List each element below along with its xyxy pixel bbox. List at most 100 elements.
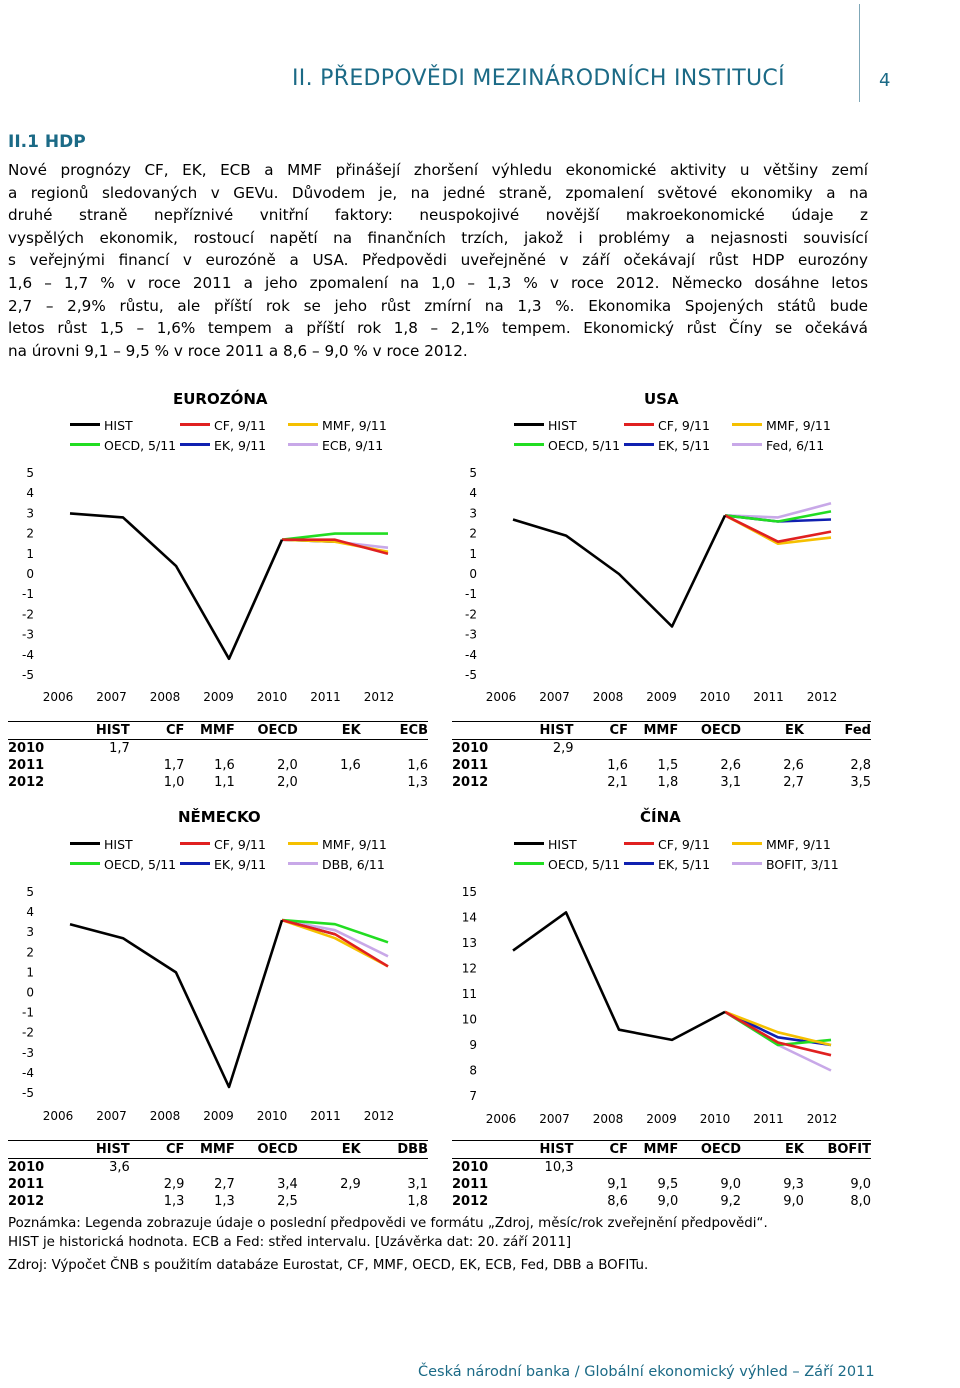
table-cell: 3,6 (109, 1160, 130, 1175)
y-tick-label: 4 (26, 486, 34, 500)
paragraph-line: 1,6 – 1,7 % v roce 2011 a jeho zpomalení… (8, 273, 868, 292)
table-cell (298, 774, 361, 791)
table-cell: 1,1 (214, 775, 235, 790)
table-header-cell: OECD (234, 1140, 298, 1159)
table-cell (574, 1159, 628, 1177)
legend-item: CF, 9/11 (180, 418, 266, 433)
legend-swatch (624, 443, 654, 446)
y-tick-label: 5 (26, 885, 34, 899)
paragraph-line: vyspělých ekonomik, rostoucí napětí na f… (8, 228, 868, 247)
table-header-cell: OECD (234, 721, 298, 740)
legend-item: BOFIT, 3/11 (732, 857, 839, 872)
table-header-cell: Fed (803, 721, 871, 740)
legend-label: HIST (548, 837, 577, 852)
legend-label: MMF, 9/11 (322, 837, 387, 852)
legend-label: ECB, 9/11 (322, 438, 384, 453)
table-header-cell: CF (573, 1140, 628, 1159)
table-cell: 1,0 (163, 775, 185, 790)
x-tick-label: 2011 (310, 690, 341, 704)
legend-swatch (624, 862, 654, 865)
y-tick-label: 8 (469, 1064, 477, 1078)
table-header-cell: CF (129, 1140, 185, 1159)
table-row: 2010 3,6 (8, 1159, 428, 1177)
table-cell (184, 1159, 234, 1177)
table-cell (628, 740, 678, 758)
legend-item: MMF, 9/11 (732, 837, 831, 852)
table-row: 2012 2,1 1,8 3,1 2,7 3,5 (452, 774, 871, 791)
table-cell: 2,0 (277, 775, 298, 790)
x-tick-label: 2006 (486, 690, 517, 704)
series-line-oecd (724, 510, 832, 523)
legend-label: EK, 9/11 (214, 438, 267, 453)
y-tick-label: 14 (462, 911, 477, 925)
y-tick-label: 10 (462, 1013, 477, 1027)
table-row: 2012 1,3 1,3 2,5 1,8 (8, 1193, 428, 1210)
line-chart-0: 5 4 3 2 1 0 -1 -2 -3 -4 -5 2006 2007 2008 2009 2010 2011… (22, 466, 394, 704)
x-tick-label: 2006 (43, 690, 74, 704)
legend-item: OECD, 5/11 (70, 438, 176, 453)
legend-swatch (70, 443, 100, 446)
y-tick-label: -2 (22, 1026, 34, 1040)
table-cell: 2,6 (783, 758, 804, 773)
table-cell (235, 740, 298, 758)
legend-item: EK, 5/11 (624, 438, 710, 453)
series-line-mmf (724, 1010, 832, 1047)
table-header-cell: MMF (627, 1140, 679, 1159)
table-cell: 2011 (452, 1177, 489, 1192)
legend-label: BOFIT, 3/11 (766, 857, 839, 872)
y-tick-label: 7 (469, 1089, 477, 1103)
x-tick-label: 2008 (150, 690, 181, 704)
x-tick-label: 2010 (700, 1112, 731, 1126)
y-tick-label: 2 (26, 527, 34, 541)
y-tick-label: 15 (462, 885, 477, 899)
legend-swatch (514, 443, 544, 446)
table-cell: 2011 (8, 1177, 45, 1192)
table-header-cell: OECD (678, 721, 742, 740)
table-cell: 9,0 (657, 1194, 679, 1209)
legend-item: HIST (514, 837, 577, 852)
legend-label: DBB, 6/11 (322, 857, 385, 872)
table-row: 2012 1,0 1,1 2,0 1,3 (8, 774, 428, 791)
table-cell (804, 740, 871, 758)
y-tick-label: 2 (469, 527, 477, 541)
y-tick-label: 3 (26, 506, 34, 520)
table-cell: 9,5 (657, 1177, 679, 1192)
table-cell: 3,5 (850, 775, 871, 790)
y-tick-label: 4 (469, 486, 477, 500)
table-header-cell (8, 721, 63, 740)
table-cell: 1,8 (407, 1194, 428, 1209)
table-cell: 9,1 (607, 1177, 628, 1192)
legend-swatch (514, 423, 544, 426)
series-line-hist (69, 919, 284, 1089)
table-header-cell: EK (297, 721, 361, 740)
table-cell: 2,9 (340, 1177, 361, 1192)
table-cell (678, 740, 741, 758)
intro-paragraph: Nové prognózy CF, EK, ECB a MMF přinášej… (8, 159, 868, 362)
legend-label: EK, 9/11 (214, 857, 267, 872)
legend-item: MMF, 9/11 (288, 418, 387, 433)
y-tick-label: -5 (22, 1086, 34, 1100)
legend-swatch (288, 862, 318, 865)
table-cell: 1,6 (407, 758, 428, 773)
table-cell (63, 1176, 130, 1193)
table-cell (63, 774, 130, 791)
y-tick-label: 0 (26, 986, 34, 1000)
table-cell (184, 740, 234, 758)
table-cell: 1,6 (340, 758, 361, 773)
table-cell (130, 1159, 185, 1177)
x-tick-label: 2009 (203, 690, 234, 704)
table-cell: 1,7 (163, 758, 185, 773)
y-tick-label: 12 (462, 962, 477, 976)
x-tick-label: 2011 (310, 1109, 341, 1123)
y-tick-label: 1 (469, 547, 477, 561)
table-cell (235, 1159, 298, 1177)
table-germany: HIST CF MMF OECD EK DBB 2010 3,6 2011 2,9 2,7 3,4 2,… (8, 1140, 428, 1210)
x-tick-label: 2012 (807, 690, 838, 704)
table-cell: 2,6 (720, 758, 742, 773)
legend-swatch (180, 423, 210, 426)
table-cell: 10,3 (544, 1160, 574, 1175)
table-cell: 1,5 (657, 758, 679, 773)
legend-item: OECD, 5/11 (70, 857, 176, 872)
table-header-cell (452, 1140, 507, 1159)
table-cell (361, 740, 428, 758)
